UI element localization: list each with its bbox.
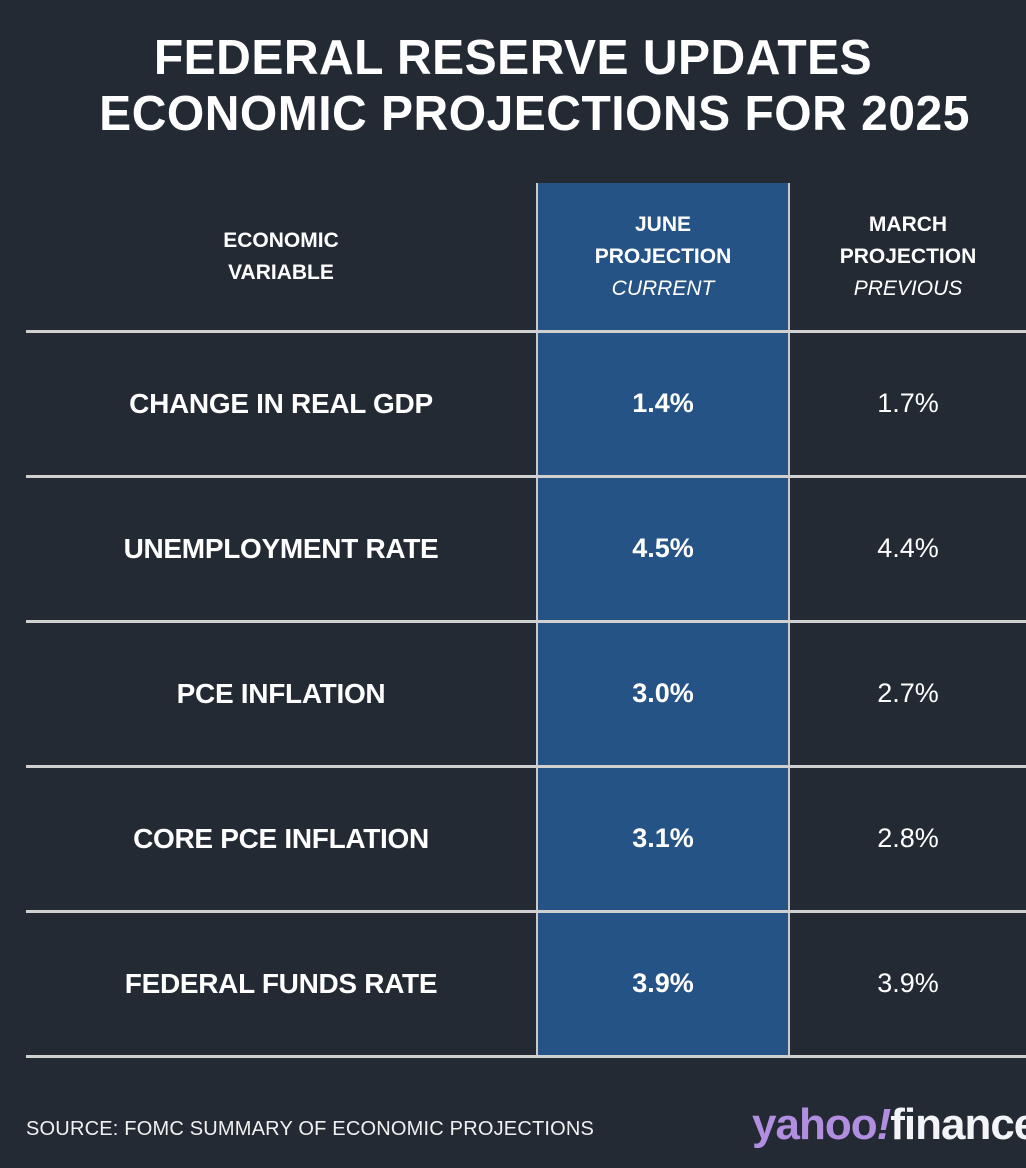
logo-finance: finance — [890, 1100, 1026, 1149]
row-divider — [26, 765, 1026, 768]
row-variable: FEDERAL FUNDS RATE — [26, 911, 536, 1056]
row-divider — [26, 1055, 1026, 1058]
row-june-value: 4.5% — [536, 476, 790, 621]
row-june-value-text: 4.5% — [632, 533, 694, 563]
row-variable: CHANGE IN REAL GDP — [26, 331, 536, 476]
row-june-value: 1.4% — [536, 331, 790, 476]
row-march-value-text: 4.4% — [877, 533, 939, 563]
logo-bang: ! — [876, 1100, 892, 1149]
row-march-value: 1.7% — [790, 331, 1026, 476]
header-text: ECONOMIC — [223, 229, 339, 252]
source-note: SOURCE: FOMC SUMMARY OF ECONOMIC PROJECT… — [26, 1118, 595, 1140]
row-march-value: 4.4% — [790, 476, 1026, 621]
row-variable-text: CHANGE IN REAL GDP — [129, 387, 433, 419]
title-line-1: FEDERAL RESERVE UPDATES — [153, 31, 873, 85]
row-march-value-text: 1.7% — [877, 388, 939, 418]
row-march-value-text: 3.9% — [877, 968, 939, 998]
header-text: MARCH — [868, 213, 948, 236]
row-variable-text: UNEMPLOYMENT RATE — [123, 532, 439, 564]
header-subtitle: CURRENT — [611, 277, 715, 300]
row-june-value: 3.0% — [536, 621, 790, 766]
header-text: VARIABLE — [228, 261, 334, 284]
row-june-value-text: 1.4% — [632, 388, 694, 418]
header-text: JUNE — [634, 213, 692, 236]
row-variable-text: PCE INFLATION — [176, 677, 386, 709]
row-march-value: 2.7% — [790, 621, 1026, 766]
row-march-value: 3.9% — [790, 911, 1026, 1056]
row-divider — [26, 475, 1026, 478]
row-june-value-text: 3.0% — [632, 678, 694, 708]
row-variable: UNEMPLOYMENT RATE — [26, 476, 536, 621]
row-june-value: 3.9% — [536, 911, 790, 1056]
row-march-value-text: 2.7% — [877, 678, 939, 708]
row-march-value-text: 2.8% — [877, 823, 939, 853]
row-june-value-text: 3.9% — [632, 968, 694, 998]
row-divider — [26, 910, 1026, 913]
row-variable-text: FEDERAL FUNDS RATE — [124, 967, 438, 999]
page-title: FEDERAL RESERVE UPDATES ECONOMIC PROJECT… — [10, 30, 1015, 142]
yahoo-finance-logo: yahoo!finance — [752, 1100, 1026, 1150]
row-march-value: 2.8% — [790, 766, 1026, 911]
header-text: PROJECTION — [839, 245, 977, 268]
logo-yahoo: yahoo — [752, 1100, 878, 1149]
header-june-projection: JUNE PROJECTION CURRENT — [536, 183, 790, 331]
header-economic-variable: ECONOMIC VARIABLE — [26, 183, 536, 331]
row-variable: PCE INFLATION — [26, 621, 536, 766]
header-subtitle: PREVIOUS — [853, 277, 963, 300]
header-text: PROJECTION — [594, 245, 732, 268]
row-june-value-text: 3.1% — [632, 823, 694, 853]
row-variable-text: CORE PCE INFLATION — [133, 822, 429, 854]
row-june-value: 3.1% — [536, 766, 790, 911]
row-divider — [26, 330, 1026, 333]
header-march-projection: MARCH PROJECTION PREVIOUS — [790, 183, 1026, 331]
title-line-2: ECONOMIC PROJECTIONS FOR 2025 — [99, 87, 970, 141]
row-divider — [26, 620, 1026, 623]
row-variable: CORE PCE INFLATION — [26, 766, 536, 911]
